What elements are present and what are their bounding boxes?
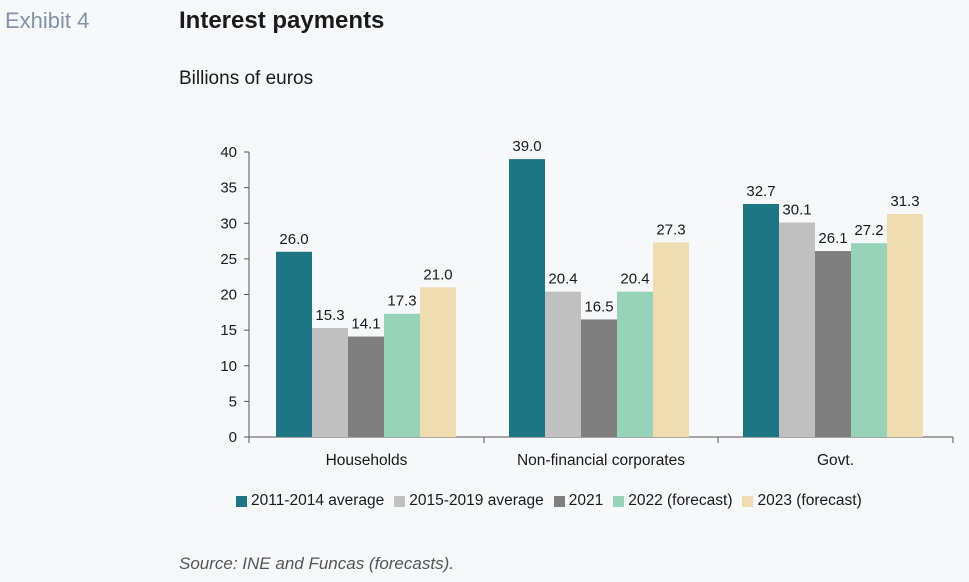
y-tick-label: 20 — [220, 287, 237, 304]
bar — [851, 243, 887, 437]
legend-swatch — [742, 495, 754, 507]
legend-item: 2015-2019 average — [394, 492, 544, 510]
chart-title: Interest payments — [179, 7, 385, 34]
bar-value-label: 17.3 — [387, 293, 416, 310]
legend-item: 2021 — [553, 492, 604, 510]
x-category-label: Households — [326, 452, 408, 469]
bar — [545, 291, 581, 437]
legend-label: 2015-2019 average — [409, 492, 544, 509]
bar-value-label: 27.2 — [854, 222, 883, 239]
bar — [276, 251, 312, 437]
bar — [779, 222, 815, 437]
source-note: Source: INE and Funcas (forecasts). — [179, 554, 454, 573]
chart-subtitle: Billions of euros — [179, 68, 314, 89]
bar — [815, 251, 851, 437]
y-tick-label: 30 — [220, 215, 237, 232]
bar-value-label: 14.1 — [351, 316, 380, 333]
y-tick-label: 15 — [220, 322, 237, 339]
bar-value-label: 20.4 — [548, 271, 577, 288]
x-category-label: Non-financial corporates — [517, 452, 685, 469]
legend-swatch — [236, 495, 247, 507]
legend-item: 2022 (forecast) — [613, 492, 732, 510]
bar — [348, 336, 384, 437]
legend-swatch — [613, 495, 625, 507]
y-tick-label: 40 — [220, 144, 237, 161]
exhibit-label: Exhibit 4 — [5, 8, 90, 33]
legend-label: 2021 — [568, 492, 604, 509]
bar-value-label: 15.3 — [315, 307, 344, 324]
legend-label: 2022 (forecast) — [628, 492, 733, 509]
legend-swatch — [553, 495, 565, 507]
bar — [312, 327, 348, 437]
bar-value-label: 30.1 — [782, 202, 811, 219]
bar — [581, 319, 617, 437]
bar — [509, 159, 545, 437]
legend-item: 2023 (forecast) — [742, 492, 862, 510]
bar-value-label: 26.1 — [818, 230, 847, 247]
bar-value-label: 20.4 — [620, 271, 649, 288]
legend-label: 2011-2014 average — [251, 492, 385, 509]
bar-value-label: 26.0 — [279, 231, 308, 248]
bar — [384, 313, 420, 437]
y-tick-label: 10 — [220, 358, 237, 375]
y-tick-label: 5 — [229, 393, 237, 410]
bar-value-label: 31.3 — [890, 193, 919, 210]
bar — [743, 204, 779, 437]
bar — [887, 213, 923, 437]
bar — [653, 242, 689, 437]
legend-item: 2011-2014 average — [236, 492, 384, 510]
y-tick-label: 0 — [229, 429, 237, 446]
y-tick-label: 35 — [220, 180, 237, 197]
x-category-label: Govt. — [817, 452, 854, 469]
y-tick-label: 25 — [220, 251, 237, 268]
bar-value-label: 32.7 — [746, 183, 775, 200]
bar-value-label: 39.0 — [512, 138, 541, 155]
bar — [420, 287, 456, 437]
bar — [617, 291, 653, 437]
bar-value-label: 21.0 — [423, 266, 452, 283]
bar-value-label: 27.3 — [656, 221, 685, 238]
chart-legend: 2011-2014 average 2015-2019 average 2021 20… — [236, 492, 872, 510]
bar-value-label: 16.5 — [584, 298, 613, 315]
legend-swatch — [394, 495, 406, 507]
legend-label: 2023 (forecast) — [757, 492, 862, 509]
